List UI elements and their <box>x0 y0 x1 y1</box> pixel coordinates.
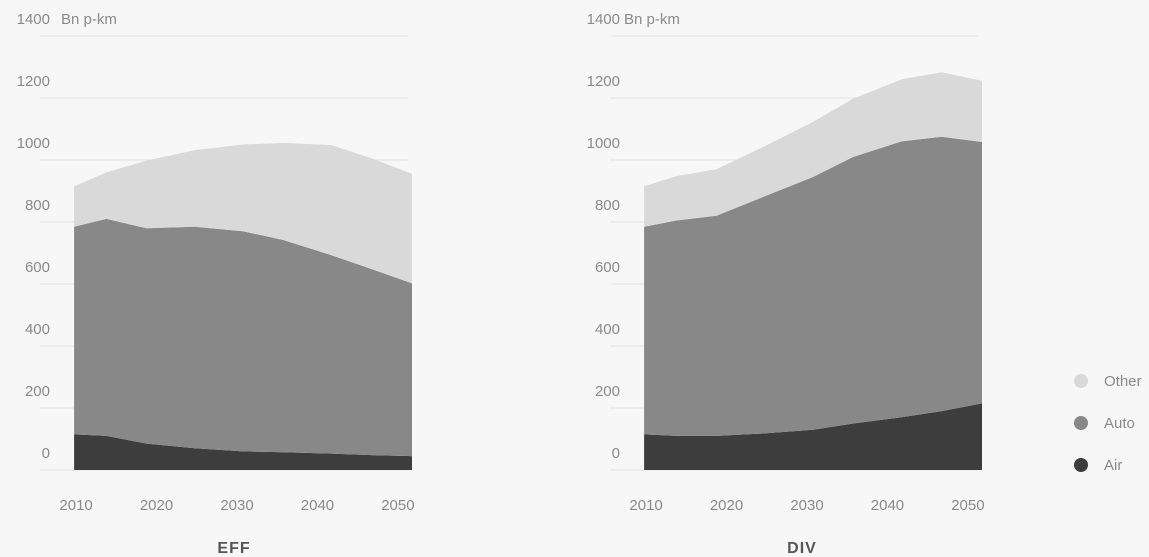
y-tick-label: 200 <box>595 383 620 400</box>
y-tick-label: 400 <box>25 321 50 338</box>
legend-label-other: Other <box>1104 373 1142 390</box>
area-other <box>644 72 982 227</box>
y-tick-label: 0 <box>42 445 50 462</box>
x-tick-label: 2040 <box>301 497 334 514</box>
area-other <box>74 142 412 284</box>
y-tick-label: 600 <box>595 259 620 276</box>
x-tick-label: 2010 <box>629 497 662 514</box>
y-tick-label: 800 <box>25 197 50 214</box>
y-tick-label: 1200 <box>587 73 620 90</box>
legend-label-air: Air <box>1104 457 1122 474</box>
x-tick-label: 2020 <box>710 497 743 514</box>
legend-label-auto: Auto <box>1104 415 1135 432</box>
x-tick-label: 2040 <box>871 497 904 514</box>
y-tick-label: 200 <box>25 383 50 400</box>
x-tick-label: 2050 <box>381 497 414 514</box>
y-tick-label: 400 <box>595 321 620 338</box>
y-tick-label: 1200 <box>17 73 50 90</box>
panel-title: DIV <box>787 540 817 557</box>
x-tick-label: 2010 <box>59 497 92 514</box>
y-tick-label: 1400 <box>17 11 50 28</box>
x-tick-label: 2050 <box>951 497 984 514</box>
legend-swatch-other <box>1074 374 1088 388</box>
x-tick-label: 2030 <box>220 497 253 514</box>
area-auto <box>74 218 412 457</box>
x-tick-label: 2030 <box>790 497 823 514</box>
area-air <box>644 403 982 470</box>
y-unit-label: Bn p-km <box>61 11 117 28</box>
legend-swatch-auto <box>1074 416 1088 430</box>
y-tick-label: 1000 <box>17 135 50 152</box>
y-tick-label: 600 <box>25 259 50 276</box>
y-tick-label: 1000 <box>587 135 620 152</box>
legend-swatch-air <box>1074 458 1088 472</box>
y-tick-label: 1400 <box>587 11 620 28</box>
x-tick-label: 2020 <box>140 497 173 514</box>
area-auto <box>644 136 982 436</box>
y-tick-label: 800 <box>595 197 620 214</box>
y-unit-label: Bn p-km <box>624 11 680 28</box>
panel-title: EFF <box>217 540 250 557</box>
area-air <box>74 434 412 470</box>
y-tick-label: 0 <box>612 445 620 462</box>
